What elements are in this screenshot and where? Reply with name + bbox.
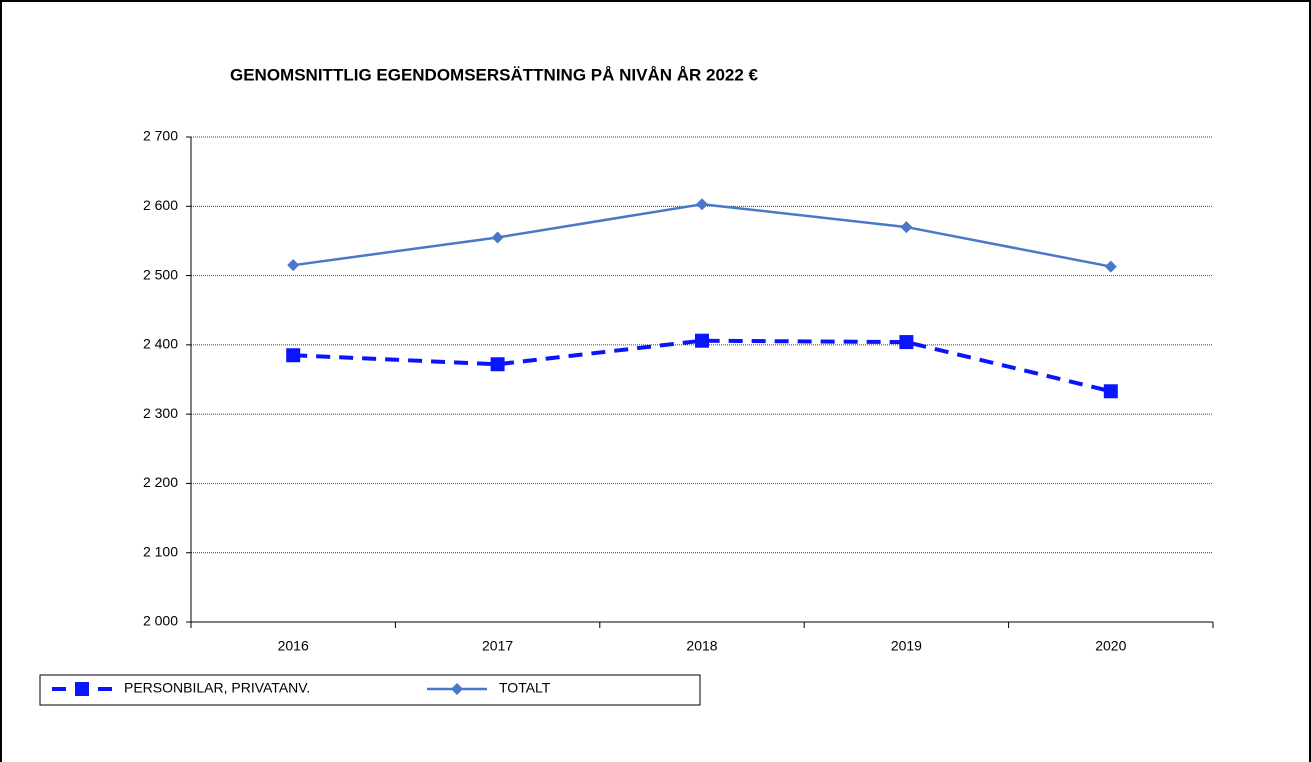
marker bbox=[287, 259, 300, 272]
legend-label: TOTALT bbox=[499, 680, 551, 696]
marker bbox=[695, 333, 709, 348]
chart-title: GENOMSNITTLIG EGENDOMSERSÄTTNING PÅ NIVÅ… bbox=[230, 65, 759, 84]
marker bbox=[696, 198, 708, 211]
marker bbox=[1104, 260, 1117, 273]
marker bbox=[286, 348, 301, 363]
marker bbox=[900, 221, 913, 234]
marker bbox=[1103, 384, 1118, 399]
legend-box bbox=[39, 674, 701, 706]
legend-marker bbox=[75, 682, 89, 696]
x-tick-label: 2017 bbox=[482, 638, 513, 654]
y-tick-label: 2 000 bbox=[143, 613, 178, 629]
marker bbox=[490, 357, 505, 372]
x-tick-label: 2016 bbox=[278, 638, 309, 654]
legend-marker bbox=[451, 683, 463, 695]
marker bbox=[899, 335, 914, 350]
y-tick-label: 2 400 bbox=[143, 336, 178, 352]
x-tick-label: 2018 bbox=[686, 638, 717, 654]
x-tick-label: 2019 bbox=[891, 638, 922, 654]
y-tick-label: 2 300 bbox=[143, 405, 178, 421]
x-tick-label: 2020 bbox=[1095, 638, 1126, 654]
y-tick-label: 2 200 bbox=[143, 474, 178, 490]
y-tick-label: 2 600 bbox=[143, 197, 178, 213]
y-tick-label: 2 100 bbox=[143, 543, 178, 559]
marker bbox=[491, 231, 504, 244]
legend-label: PERSONBILAR, PRIVATANV. bbox=[124, 680, 310, 696]
y-tick-label: 2 700 bbox=[143, 128, 178, 144]
y-tick-label: 2 500 bbox=[143, 266, 178, 282]
